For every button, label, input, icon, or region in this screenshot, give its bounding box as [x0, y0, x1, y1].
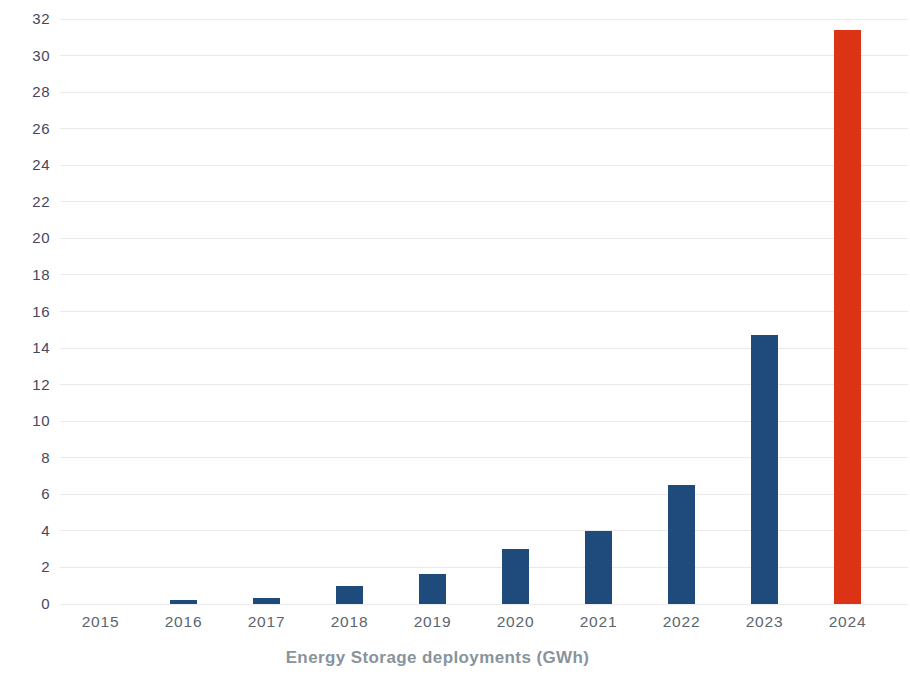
y-tick-label-32: 32 — [0, 10, 50, 28]
bar-2021 — [585, 531, 612, 604]
x-tick-label-2022: 2022 — [640, 612, 723, 632]
y-tick-label-16: 16 — [0, 303, 50, 321]
x-tick-label-2016: 2016 — [142, 612, 225, 632]
y-tick-label-18: 18 — [0, 266, 50, 284]
y-tick-label-26: 26 — [0, 120, 50, 138]
x-tick-label-2018: 2018 — [308, 612, 391, 632]
plot-area — [59, 19, 889, 604]
y-tick-label-10: 10 — [0, 412, 50, 430]
x-tick-label-2019: 2019 — [391, 612, 474, 632]
x-tick-label-2023: 2023 — [723, 612, 806, 632]
bar-2023 — [751, 335, 778, 604]
y-tick-label-30: 30 — [0, 47, 50, 65]
y-tick-label-24: 24 — [0, 156, 50, 174]
bar-2018 — [336, 586, 363, 604]
bar-2020 — [502, 549, 529, 604]
bar-2017 — [253, 598, 280, 604]
y-tick-label-20: 20 — [0, 229, 50, 247]
y-tick-label-12: 12 — [0, 376, 50, 394]
y-axis: 02468101214161820222426283032 — [0, 0, 50, 681]
bar-2024 — [834, 30, 861, 604]
y-tick-label-22: 22 — [0, 193, 50, 211]
y-tick-label-14: 14 — [0, 339, 50, 357]
y-tick-label-4: 4 — [0, 522, 50, 540]
bar-2022 — [668, 485, 695, 604]
y-tick-label-2: 2 — [0, 558, 50, 576]
x-axis: 2015201620172018201920202021202220232024 — [59, 612, 889, 636]
bar-2016 — [170, 600, 197, 604]
x-tick-label-2020: 2020 — [474, 612, 557, 632]
y-tick-label-28: 28 — [0, 83, 50, 101]
chart-title: Energy Storage deployments (GWh) — [0, 648, 875, 668]
x-tick-label-2021: 2021 — [557, 612, 640, 632]
bars-layer — [59, 19, 889, 604]
bar-2019 — [419, 574, 446, 604]
x-tick-label-2024: 2024 — [806, 612, 889, 632]
energy-storage-bar-chart: 02468101214161820222426283032 2015201620… — [0, 0, 910, 681]
x-tick-label-2017: 2017 — [225, 612, 308, 632]
y-tick-label-0: 0 — [0, 595, 50, 613]
y-tick-label-8: 8 — [0, 449, 50, 467]
x-tick-label-2015: 2015 — [59, 612, 142, 632]
y-tick-label-6: 6 — [0, 485, 50, 503]
